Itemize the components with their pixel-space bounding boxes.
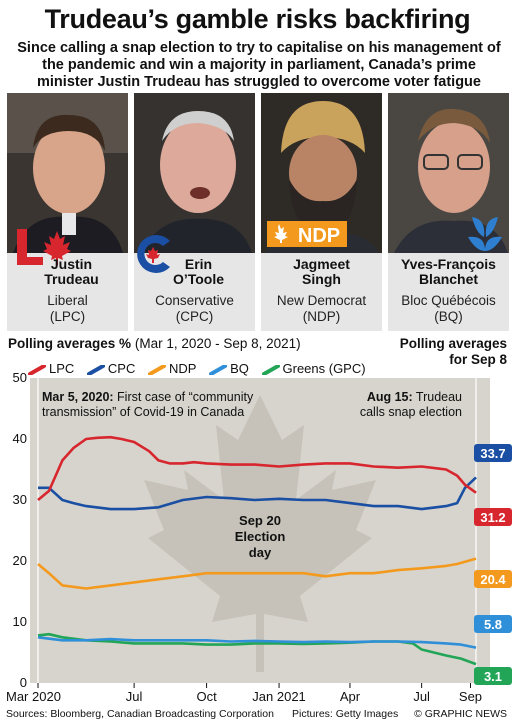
series-layer [37,435,477,666]
series-line-cpc [38,476,477,511]
x-tick-label: Oct [196,689,217,704]
series-line-ndp [37,557,477,590]
leader-party: New Democrat (NDP) [261,293,382,325]
x-tick-label: Mar 2020 [6,689,61,704]
leader-name: Yves-François Blanchet [388,257,509,287]
ndp-logo: NDP [267,221,347,252]
polling-line-chart: 0 10 20 30 40 50 Mar 2020 Jul Oct Jan 2021 Apr Jul… [6,372,512,704]
leader-first-name: Justin [50,256,93,272]
y-tick-label: 10 [13,614,27,629]
x-tick-label: Jul [413,689,430,704]
y-axis: 0 10 20 30 40 50 [13,372,27,690]
party-name: Liberal [47,293,88,308]
x-tick-label: Jan 2021 [252,689,306,704]
party-abbr: (CPC) [175,309,214,324]
leader-name: Erin O’Toole [142,257,255,287]
y-tick-label: 30 [13,492,27,507]
leader-card-cpc: Erin O’Toole Conservative (CPC) [134,93,255,331]
legend-label: NDP [169,361,197,376]
legend-label: Greens (GPC) [282,361,366,376]
leader-name: Justin Trudeau [15,257,128,287]
legend-label: CPC [107,361,136,376]
leader-photo [7,93,128,253]
cpc-c-logo [130,231,176,282]
chart-header-range: (Mar 1, 2020 - Sep 8, 2021) [134,336,301,351]
y-tick-label: 20 [13,553,27,568]
latest-averages-header: Polling averages for Sep 8 [400,336,507,368]
leader-last-name: Trudeau [44,271,99,287]
party-abbr: (LPC) [49,309,86,324]
copyright: © GRAPHIC NEWS [414,708,507,720]
latest-header-line1: Polling averages [399,336,507,351]
final-value-label: 3.1 [484,669,502,684]
svg-text:NDP: NDP [298,225,340,247]
leader-party: Bloc Québécois (BQ) [388,293,509,325]
leader-party: Conservative (CPC) [134,293,255,325]
chart-header: Polling averages % (Mar 1, 2020 - Sep 8,… [8,336,301,351]
leader-first-name: Yves-François [401,256,496,272]
picture-credit: Pictures: Getty Images [292,708,399,720]
leader-party: Liberal (LPC) [7,293,128,325]
x-axis: Mar 2020 Jul Oct Jan 2021 Apr Jul Sep [6,683,482,704]
leader-first-name: Erin [184,256,213,272]
party-abbr: (BQ) [434,309,463,324]
final-value-badge [474,444,512,462]
series-line-bq [37,636,477,649]
final-value-badge [474,615,512,633]
subheadline: Since calling a snap election to try to … [17,40,501,90]
covid-annotation-line1: Mar 5, 2020: First case of “community [42,390,254,404]
chart-legend: LPC CPC NDP BQ Greens (GPC) [28,361,375,376]
leader-card-ndp: NDP Jagmeet Singh New Democrat (NDP) [261,93,382,331]
covid-annotation-line2: transmission” of Covid-19 in Canada [42,405,244,419]
headline: Trudeau’s gamble risks backfiring [44,4,471,34]
election-day-label-line2: Election [235,529,286,544]
legend-item-cpc: CPC [86,361,136,376]
bq-logo [464,211,506,258]
latest-header-line2: for Sep 8 [449,352,507,367]
election-call-annotation-line1: Aug 15: Trudeau [367,390,462,404]
leader-last-name: Blanchet [418,271,479,287]
leader-portraits: Justin Trudeau Liberal (LPC) Erin [7,93,509,331]
final-value-badge [474,570,512,588]
final-value-badge [474,508,512,526]
x-tick-label: Sep [459,689,482,704]
party-name: New Democrat [276,293,367,308]
x-tick-label: Apr [340,689,361,704]
party-name: Conservative [155,293,234,308]
final-value-label: 33.7 [480,446,505,461]
election-call-annotation-line2: calls snap election [360,405,462,419]
party-name: Bloc Québécois [401,293,496,308]
leader-name: Jagmeet Singh [261,257,382,287]
final-value-label: 20.4 [480,572,506,587]
y-tick-label: 50 [13,372,27,385]
legend-label: BQ [230,361,249,376]
maple-leaf-L-logo [13,227,77,272]
legend-label: LPC [49,361,75,376]
party-abbr: (NDP) [302,309,341,324]
final-value-badge [474,667,512,685]
y-tick-label: 0 [20,675,27,690]
election-day-label-line3: day [249,545,272,560]
leader-photo [134,93,255,253]
leader-last-name: O’Toole [172,271,225,287]
final-value-label: 31.2 [480,510,505,525]
final-value-labels: 31.2 33.7 20.4 5.8 3.1 [474,444,512,685]
leader-card-lpc: Justin Trudeau Liberal (LPC) [7,93,128,331]
leader-card-bq: Yves-François Blanchet Bloc Québécois (B… [388,93,509,331]
series-line-lpc [37,435,477,502]
y-tick-label: 40 [13,431,27,446]
legend-item-bq: BQ [209,361,249,376]
maple-leaf-watermark [144,395,376,672]
legend-item-lpc: LPC [28,361,74,376]
legend-item-gpc: Greens (GPC) [261,361,366,376]
leader-last-name: Singh [302,271,341,287]
chart-header-title: Polling averages % [8,336,132,351]
legend-item-ndp: NDP [148,361,196,376]
final-value-label: 5.8 [484,617,502,632]
election-day-label-line1: Sep 20 [239,513,281,528]
sources: Sources: Bloomberg, Canadian Broadcastin… [6,708,274,720]
x-tick-label: Jul [126,689,143,704]
leader-first-name: Jagmeet [293,256,350,272]
